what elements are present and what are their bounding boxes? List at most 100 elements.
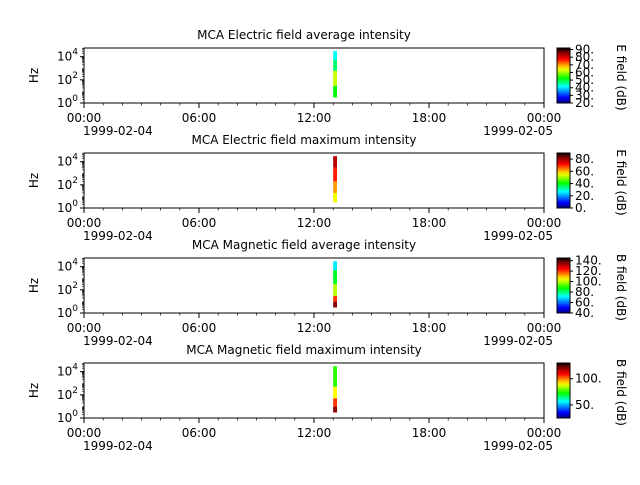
burst-cell bbox=[333, 406, 337, 413]
colorbar-label: E field (dB) bbox=[614, 149, 628, 215]
y-tick-label: 104 bbox=[57, 48, 78, 64]
colorbar bbox=[556, 152, 571, 209]
plot-area bbox=[83, 257, 545, 314]
x-tick-label: 12:00 bbox=[297, 111, 332, 125]
x-tick-label: 06:00 bbox=[182, 111, 217, 125]
x-date-label-start: 1999-02-04 bbox=[83, 229, 153, 243]
x-date-label-end: 1999-02-05 bbox=[483, 439, 553, 453]
y-tick-label: 102 bbox=[57, 281, 78, 297]
colorbar bbox=[556, 362, 571, 419]
panel-4: MCA Magnetic field maximum intensity 100 1… bbox=[27, 343, 628, 453]
x-tick-label: 06:00 bbox=[182, 321, 217, 335]
burst-cell bbox=[333, 51, 337, 61]
x-tick-label: 00:00 bbox=[67, 216, 102, 230]
y-tick-label: 104 bbox=[57, 363, 78, 379]
panel-3: MCA Magnetic field average intensity 100 1… bbox=[27, 238, 628, 348]
x-tick-label: 00:00 bbox=[67, 111, 102, 125]
colorbar-tick-label: 30. bbox=[575, 88, 594, 102]
colorbar-tick-label: 50. bbox=[575, 398, 594, 412]
x-tick-label: 00:00 bbox=[67, 426, 102, 440]
x-tick-label: 18:00 bbox=[412, 321, 447, 335]
colorbar-tick-label: 40. bbox=[575, 177, 594, 191]
x-tick-label: 12:00 bbox=[297, 426, 332, 440]
colorbar-label: E field (dB) bbox=[614, 44, 628, 110]
x-tick-label: 00:00 bbox=[527, 216, 562, 230]
y-axis-label: Hz bbox=[27, 383, 41, 398]
burst-cell bbox=[333, 192, 337, 203]
colorbar-tick-label: 20. bbox=[575, 96, 594, 110]
y-tick-label: 102 bbox=[57, 386, 78, 402]
colorbar-tick-label: 80. bbox=[575, 152, 594, 166]
panel-2: MCA Electric field maximum intensity 100 1… bbox=[27, 133, 628, 243]
burst-cell bbox=[333, 167, 337, 182]
x-date-label-end: 1999-02-05 bbox=[483, 124, 553, 138]
x-tick-label: 06:00 bbox=[182, 216, 217, 230]
x-date-label-end: 1999-02-05 bbox=[483, 229, 553, 243]
panel-title: MCA Magnetic field maximum intensity bbox=[186, 343, 422, 357]
x-tick-label: 00:00 bbox=[527, 111, 562, 125]
colorbar-tick-label: 140. bbox=[575, 254, 602, 268]
x-tick-label: 00:00 bbox=[527, 426, 562, 440]
colorbar-tick-label: 60. bbox=[575, 65, 594, 79]
y-tick-label: 102 bbox=[57, 71, 78, 87]
burst-cell bbox=[333, 60, 337, 71]
plot-area bbox=[83, 152, 545, 209]
panel-1: MCA Electric field average intensity 100 1… bbox=[27, 28, 628, 138]
colorbar-label: B field (dB) bbox=[614, 254, 628, 321]
burst-cell bbox=[333, 85, 337, 98]
x-tick-label: 00:00 bbox=[67, 321, 102, 335]
colorbar-tick-label: 50. bbox=[575, 73, 594, 87]
colorbar-tick-label: 0. bbox=[575, 201, 586, 215]
colorbar-tick-label: 90. bbox=[575, 43, 594, 57]
x-tick-label: 12:00 bbox=[297, 321, 332, 335]
y-axis-label: Hz bbox=[27, 68, 41, 83]
panel-title: MCA Magnetic field average intensity bbox=[192, 238, 416, 252]
colorbar-label: B field (dB) bbox=[614, 359, 628, 426]
colorbar-tick-label: 60. bbox=[575, 164, 594, 178]
colorbar bbox=[556, 47, 571, 104]
colorbar-tick-label: 40. bbox=[575, 81, 594, 95]
colorbar-tick-label: 60. bbox=[575, 296, 594, 310]
y-axis-label: Hz bbox=[27, 173, 41, 188]
y-tick-label: 100 bbox=[57, 94, 78, 110]
colorbar-tick-label: 100. bbox=[575, 275, 602, 289]
x-date-label-end: 1999-02-05 bbox=[483, 334, 553, 348]
y-tick-label: 102 bbox=[57, 176, 78, 192]
burst-cell bbox=[333, 261, 337, 271]
burst-cell bbox=[333, 181, 337, 193]
plot-area bbox=[83, 47, 545, 104]
plot-area bbox=[83, 362, 545, 419]
burst-cell bbox=[333, 156, 337, 168]
burst-cell bbox=[333, 295, 337, 302]
x-tick-label: 00:00 bbox=[527, 321, 562, 335]
burst-cell bbox=[333, 70, 337, 86]
y-tick-label: 100 bbox=[57, 304, 78, 320]
x-tick-label: 18:00 bbox=[412, 111, 447, 125]
burst-cell bbox=[333, 398, 337, 407]
x-date-label-start: 1999-02-04 bbox=[83, 334, 153, 348]
x-date-label-start: 1999-02-04 bbox=[83, 124, 153, 138]
panel-title: MCA Electric field maximum intensity bbox=[191, 133, 416, 147]
x-tick-label: 06:00 bbox=[182, 426, 217, 440]
burst-cell bbox=[333, 301, 337, 308]
colorbar-tick-label: 120. bbox=[575, 264, 602, 278]
colorbar-tick-label: 40. bbox=[575, 306, 594, 320]
burst-cell bbox=[333, 270, 337, 285]
y-tick-label: 104 bbox=[57, 153, 78, 169]
x-tick-label: 18:00 bbox=[412, 216, 447, 230]
y-tick-label: 100 bbox=[57, 199, 78, 215]
y-tick-label: 100 bbox=[57, 409, 78, 425]
y-tick-label: 104 bbox=[57, 258, 78, 274]
burst-cell bbox=[333, 284, 337, 296]
burst-cell bbox=[333, 386, 337, 399]
panel-title: MCA Electric field average intensity bbox=[197, 28, 411, 42]
colorbar-tick-label: 80. bbox=[575, 50, 594, 64]
x-tick-label: 12:00 bbox=[297, 216, 332, 230]
colorbar-tick-label: 100. bbox=[575, 372, 602, 386]
colorbar-tick-label: 80. bbox=[575, 285, 594, 299]
colorbar-tick-label: 20. bbox=[575, 189, 594, 203]
x-date-label-start: 1999-02-04 bbox=[83, 439, 153, 453]
x-tick-label: 18:00 bbox=[412, 426, 447, 440]
